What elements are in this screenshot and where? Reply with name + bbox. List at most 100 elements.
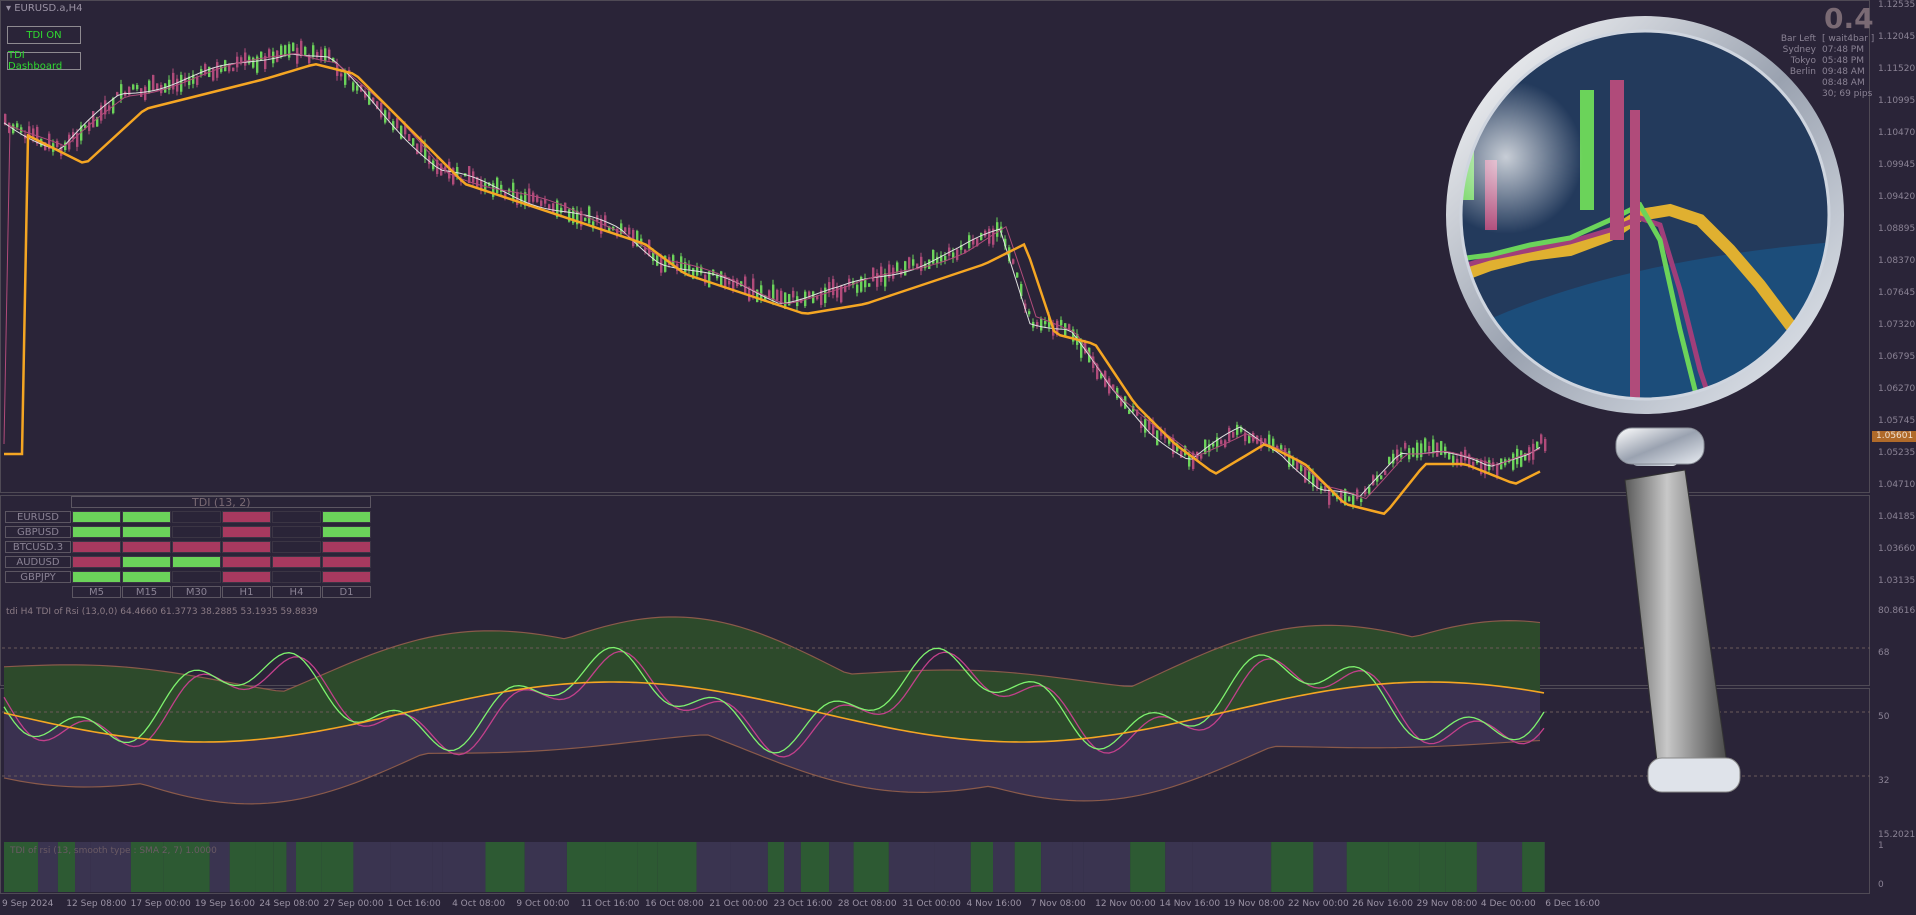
- time-tick-label: 31 Oct 00:00: [902, 899, 961, 909]
- candle-body: [624, 227, 627, 233]
- candle-body: [1244, 432, 1247, 442]
- candle-body: [1440, 441, 1443, 455]
- candle-body: [576, 210, 579, 225]
- tdi-level-label: 32: [1878, 776, 1890, 786]
- candle-body: [524, 192, 527, 206]
- candle-body: [1516, 448, 1519, 465]
- candle-body: [1316, 477, 1319, 489]
- price-tick-label: 1.03660: [1878, 544, 1916, 554]
- candle-body: [552, 203, 555, 214]
- candle-body: [1172, 437, 1175, 455]
- candle-body: [1036, 322, 1039, 327]
- candle-body: [852, 281, 855, 285]
- candle-body: [1432, 439, 1435, 454]
- candle-body: [936, 256, 939, 264]
- candle-body: [548, 204, 551, 210]
- price-tick-label: 1.05235: [1878, 448, 1916, 458]
- window-title-text: EURUSD.a,H4: [14, 3, 83, 14]
- histogram-bar: [296, 842, 322, 892]
- histogram-bar: [1014, 842, 1042, 892]
- histogram-bar: [255, 842, 274, 892]
- candle-body: [1240, 426, 1243, 432]
- candle-body: [1348, 496, 1351, 502]
- candle-body: [388, 112, 391, 119]
- candle-body: [404, 124, 407, 135]
- histogram-bar: [566, 842, 606, 892]
- tdi-lower-band: [3, 734, 1541, 805]
- histogram-bar: [75, 842, 91, 892]
- histogram-bar: [1165, 842, 1193, 892]
- tdi-level-label: 50: [1878, 712, 1890, 722]
- candle-body: [716, 274, 719, 279]
- candle-body: [608, 226, 611, 232]
- candle-body: [292, 42, 295, 52]
- price-tick-label: 1.04710: [1878, 480, 1916, 490]
- candle-body: [456, 166, 459, 176]
- candle-body: [372, 97, 375, 103]
- candle-body: [1060, 319, 1063, 326]
- magnifier-icon: [1446, 16, 1844, 793]
- candle-body: [1192, 452, 1195, 469]
- candle-body: [824, 287, 827, 304]
- current-price-label: 1.05601: [1876, 431, 1914, 441]
- candle-body: [568, 209, 571, 222]
- candle-body: [1444, 446, 1447, 455]
- candle-body: [964, 249, 967, 253]
- candle-body: [700, 266, 703, 274]
- candle-body: [104, 100, 107, 115]
- price-tick-label: 1.10470: [1878, 128, 1916, 138]
- candle-body: [1364, 488, 1367, 495]
- candle-body: [1404, 442, 1407, 449]
- candle-body: [728, 280, 731, 285]
- candle-body: [744, 276, 747, 293]
- collapse-icon[interactable]: ▾: [6, 3, 12, 14]
- dashboard-cell: [172, 541, 221, 553]
- time-tick-label: 21 Oct 00:00: [709, 899, 768, 909]
- price-tick-label: 1.05745: [1878, 416, 1916, 426]
- candle-body: [288, 44, 291, 58]
- candle-body: [164, 83, 167, 93]
- candle-body: [908, 257, 911, 269]
- tdi-upper-band: [3, 616, 1541, 692]
- tdi-on-button[interactable]: TDI ON: [7, 26, 81, 44]
- candle-body: [108, 105, 111, 111]
- time-tick-label: 11 Oct 16:00: [580, 899, 640, 909]
- histogram-bar: [605, 842, 638, 892]
- candle-body: [1352, 495, 1355, 507]
- candle-body: [1180, 450, 1183, 458]
- dashboard-cell: [122, 526, 171, 538]
- candle-body: [92, 111, 95, 128]
- candle-body: [492, 183, 495, 197]
- tdi-dashboard-button[interactable]: TDI Dashboard: [7, 50, 81, 72]
- candle-body: [80, 125, 83, 141]
- histogram-bar: [390, 842, 433, 892]
- histogram-bar: [209, 842, 230, 892]
- time-tick-label: 26 Nov 16:00: [1352, 899, 1413, 909]
- candle-body: [248, 56, 251, 64]
- candle-body: [1372, 475, 1375, 485]
- window-title[interactable]: ▾ EURUSD.a,H4: [6, 3, 83, 14]
- candle-body: [632, 229, 635, 247]
- candle-body: [780, 290, 783, 303]
- candle-body: [204, 64, 207, 75]
- candle-body: [1332, 492, 1335, 496]
- candle-body: [356, 85, 359, 91]
- candle-body: [232, 67, 235, 72]
- candle-body: [684, 262, 687, 273]
- candle-body: [308, 55, 311, 64]
- candle-body: [564, 202, 567, 213]
- candle-body: [4, 114, 7, 125]
- candle-body: [424, 144, 427, 159]
- candle-body: [636, 230, 639, 247]
- candle-body: [300, 40, 303, 56]
- candle-body: [600, 218, 603, 234]
- candle-body: [628, 227, 631, 235]
- candle-body: [1308, 469, 1311, 480]
- candle-body: [672, 255, 675, 267]
- candle-body: [1124, 396, 1127, 409]
- price-tick-label: 1.08370: [1878, 256, 1916, 266]
- histogram-bar: [1313, 842, 1347, 892]
- main-chart-panel[interactable]: [0, 0, 1870, 493]
- candle-body: [604, 215, 607, 226]
- candle-body: [960, 244, 963, 250]
